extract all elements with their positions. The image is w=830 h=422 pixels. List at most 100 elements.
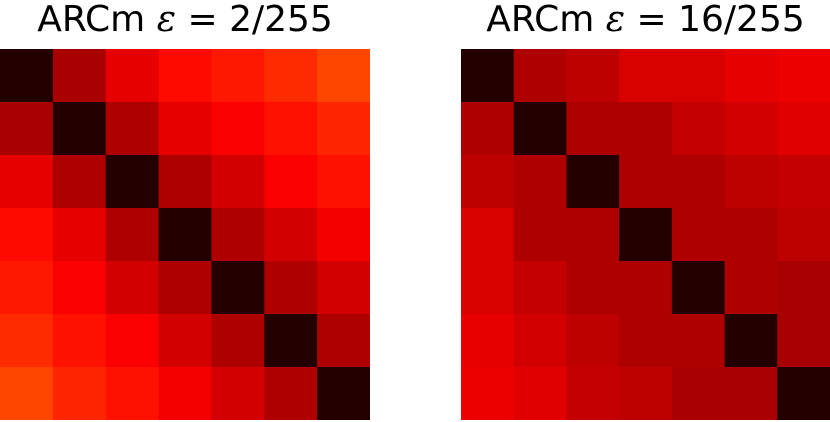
- heatmap-cell-1-5: [264, 102, 318, 156]
- heatmap-cell-2-6: [777, 155, 830, 209]
- heatmap-cell-1-1: [513, 102, 568, 156]
- heatmap-cell-3-6: [777, 208, 830, 262]
- heatmap-cell-2-1: [52, 155, 107, 209]
- heatmap-cell-3-1: [513, 208, 568, 262]
- heatmap-cell-2-4: [671, 155, 726, 209]
- heatmap-cell-3-2: [105, 208, 160, 262]
- heatmap-cell-2-4: [211, 155, 265, 209]
- heatmap-cell-6-1: [52, 367, 107, 420]
- heatmap-cell-4-6: [317, 261, 370, 315]
- heatmap-cell-6-5: [264, 367, 318, 420]
- heatmap-cell-4-6: [777, 261, 830, 315]
- heatmap-cell-2-0: [461, 155, 515, 209]
- heatmap-cell-1-3: [158, 102, 213, 156]
- heatmap-cell-1-2: [566, 102, 620, 156]
- heatmap-cell-5-1: [513, 314, 568, 368]
- heatmap-cell-1-4: [671, 102, 726, 156]
- heatmap-cell-3-4: [671, 208, 726, 262]
- heatmap-cell-2-2: [105, 155, 160, 209]
- heatmap-cell-0-4: [671, 49, 726, 103]
- heatmap-cell-6-4: [211, 367, 265, 420]
- heatmap-cell-0-5: [724, 49, 778, 103]
- heatmap-cell-2-5: [264, 155, 318, 209]
- heatmap-cell-4-4: [671, 261, 726, 315]
- heatmap-cell-6-3: [619, 367, 673, 420]
- heatmap-cell-3-0: [0, 208, 54, 262]
- heatmap-cell-1-6: [317, 102, 370, 156]
- heatmap-cell-5-4: [211, 314, 265, 368]
- heatmap-grid: [0, 49, 370, 420]
- heatmap-cell-1-1: [52, 102, 107, 156]
- heatmap-cell-1-3: [619, 102, 673, 156]
- heatmap-cell-5-5: [264, 314, 318, 368]
- heatmap-cell-6-0: [0, 367, 54, 420]
- heatmap-cell-4-0: [0, 261, 54, 315]
- heatmap-cell-1-0: [0, 102, 54, 156]
- heatmap-cell-0-6: [777, 49, 830, 103]
- heatmap-cell-4-4: [211, 261, 265, 315]
- heatmap-cell-5-0: [461, 314, 515, 368]
- heatmap-cell-5-6: [777, 314, 830, 368]
- heatmap-cell-1-6: [777, 102, 830, 156]
- heatmap-cell-0-1: [513, 49, 568, 103]
- heatmap-cell-1-4: [211, 102, 265, 156]
- heatmap-cell-3-6: [317, 208, 370, 262]
- heatmap-cell-4-2: [105, 261, 160, 315]
- heatmap-cell-3-2: [566, 208, 620, 262]
- heatmap-cell-3-0: [461, 208, 515, 262]
- heatmap-cell-0-2: [105, 49, 160, 103]
- heatmap-cell-4-3: [619, 261, 673, 315]
- heatmap-cell-5-2: [105, 314, 160, 368]
- heatmap-cell-6-5: [724, 367, 778, 420]
- heatmap-cell-2-1: [513, 155, 568, 209]
- chart-title: ARCm ε = 16/255: [486, 0, 805, 40]
- heatmap-cell-6-0: [461, 367, 515, 420]
- heatmap-cell-4-1: [513, 261, 568, 315]
- heatmap-cell-6-4: [671, 367, 726, 420]
- heatmap-cell-5-1: [52, 314, 107, 368]
- heatmap-cell-2-6: [317, 155, 370, 209]
- heatmap-cell-3-5: [264, 208, 318, 262]
- heatmap-cell-1-2: [105, 102, 160, 156]
- heatmap-cell-2-3: [619, 155, 673, 209]
- heatmap-cell-1-5: [724, 102, 778, 156]
- heatmap-cell-6-2: [105, 367, 160, 420]
- chart-title: ARCm ε = 2/255: [37, 0, 333, 40]
- heatmap-cell-4-2: [566, 261, 620, 315]
- heatmap-cell-2-2: [566, 155, 620, 209]
- heatmap-cell-0-0: [461, 49, 515, 103]
- heatmap-cell-0-6: [317, 49, 370, 103]
- heatmap-cell-3-3: [619, 208, 673, 262]
- heatmap-cell-3-5: [724, 208, 778, 262]
- heatmap-cell-4-5: [264, 261, 318, 315]
- heatmap-cell-0-4: [211, 49, 265, 103]
- heatmap-cell-3-1: [52, 208, 107, 262]
- heatmap-cell-1-0: [461, 102, 515, 156]
- heatmap-cell-0-0: [0, 49, 54, 103]
- heatmap-cell-5-4: [671, 314, 726, 368]
- heatmap-cell-5-0: [0, 314, 54, 368]
- heatmap-cell-6-3: [158, 367, 213, 420]
- heatmap-cell-5-2: [566, 314, 620, 368]
- heatmap-cell-6-2: [566, 367, 620, 420]
- heatmap-grid: [461, 49, 830, 420]
- heatmap-cell-3-4: [211, 208, 265, 262]
- heatmap-cell-0-3: [619, 49, 673, 103]
- heatmap-cell-0-5: [264, 49, 318, 103]
- heatmap-cell-2-5: [724, 155, 778, 209]
- heatmap-cell-6-1: [513, 367, 568, 420]
- heatmap-cell-6-6: [777, 367, 830, 420]
- heatmap-cell-4-1: [52, 261, 107, 315]
- heatmap-cell-0-2: [566, 49, 620, 103]
- heatmap-cell-5-3: [158, 314, 213, 368]
- heatmap-cell-4-5: [724, 261, 778, 315]
- heatmap-cell-6-6: [317, 367, 370, 420]
- heatmap-cell-4-0: [461, 261, 515, 315]
- heatmap-cell-5-5: [724, 314, 778, 368]
- heatmap-cell-0-3: [158, 49, 213, 103]
- heatmap-cell-5-6: [317, 314, 370, 368]
- heatmap-cell-0-1: [52, 49, 107, 103]
- heatmap-cell-2-0: [0, 155, 54, 209]
- heatmap-cell-5-3: [619, 314, 673, 368]
- heatmap-cell-2-3: [158, 155, 213, 209]
